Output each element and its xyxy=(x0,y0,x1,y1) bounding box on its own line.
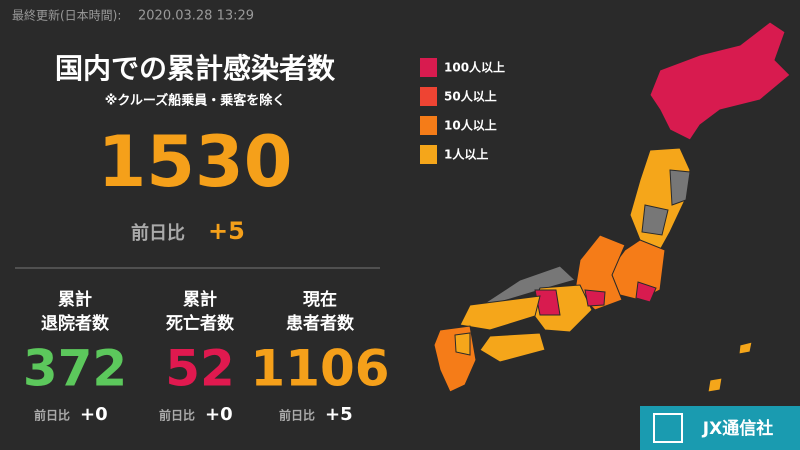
prefecture xyxy=(669,169,691,206)
prefecture xyxy=(635,281,657,303)
diff-value: +5 xyxy=(208,217,245,245)
legend-swatch xyxy=(420,58,437,77)
note: ※クルーズ船乗員・乗客を除く xyxy=(105,93,286,109)
prefecture xyxy=(459,295,541,331)
stat-diff-label: 前日比 xyxy=(34,408,70,423)
title: 国内での累計感染者数 xyxy=(55,52,336,85)
prefecture xyxy=(454,332,471,356)
brand-logo xyxy=(653,413,683,443)
prefecture xyxy=(609,239,666,301)
total-value: 1530 xyxy=(98,121,293,203)
stat-diff: +0 xyxy=(80,404,108,425)
prefecture xyxy=(649,21,791,141)
stat-value: 1106 xyxy=(250,340,389,398)
japan-map xyxy=(433,21,791,393)
updated-label: 最終更新(日本時間): xyxy=(12,8,121,23)
legend-label: 50人以上 xyxy=(444,89,497,104)
stat-value: 52 xyxy=(165,340,235,398)
legend: 100人以上 50人以上 10人以上 1人以上 xyxy=(420,58,505,164)
stat-diff-label: 前日比 xyxy=(279,408,315,423)
stat-label: 現在 xyxy=(303,289,337,310)
legend-swatch xyxy=(420,116,437,135)
updated-at: 2020.03.28 13:29 xyxy=(138,9,254,24)
legend-label: 100人以上 xyxy=(444,60,505,75)
stat-label: 患者者数 xyxy=(286,313,355,334)
stat-label: 累計 xyxy=(183,289,217,310)
prefecture xyxy=(707,377,723,393)
legend-label: 10人以上 xyxy=(444,118,497,133)
stat-label: 退院者数 xyxy=(41,313,110,334)
stat-diff: +5 xyxy=(325,404,353,425)
stat-label: 死亡者数 xyxy=(166,313,235,334)
stat-label: 累計 xyxy=(58,289,92,310)
prefecture xyxy=(738,341,753,355)
prefecture xyxy=(584,289,606,307)
legend-swatch xyxy=(420,87,437,106)
prefecture xyxy=(641,204,669,236)
brand: JX通信社 xyxy=(702,418,773,439)
stat-value: 372 xyxy=(23,340,127,398)
diff-label: 前日比 xyxy=(131,222,185,244)
stat-diff: +0 xyxy=(205,404,233,425)
stat-diff-label: 前日比 xyxy=(159,408,195,423)
prefecture xyxy=(534,289,561,316)
prefecture xyxy=(479,332,546,363)
legend-label: 1人以上 xyxy=(444,147,488,162)
legend-swatch xyxy=(420,145,437,164)
